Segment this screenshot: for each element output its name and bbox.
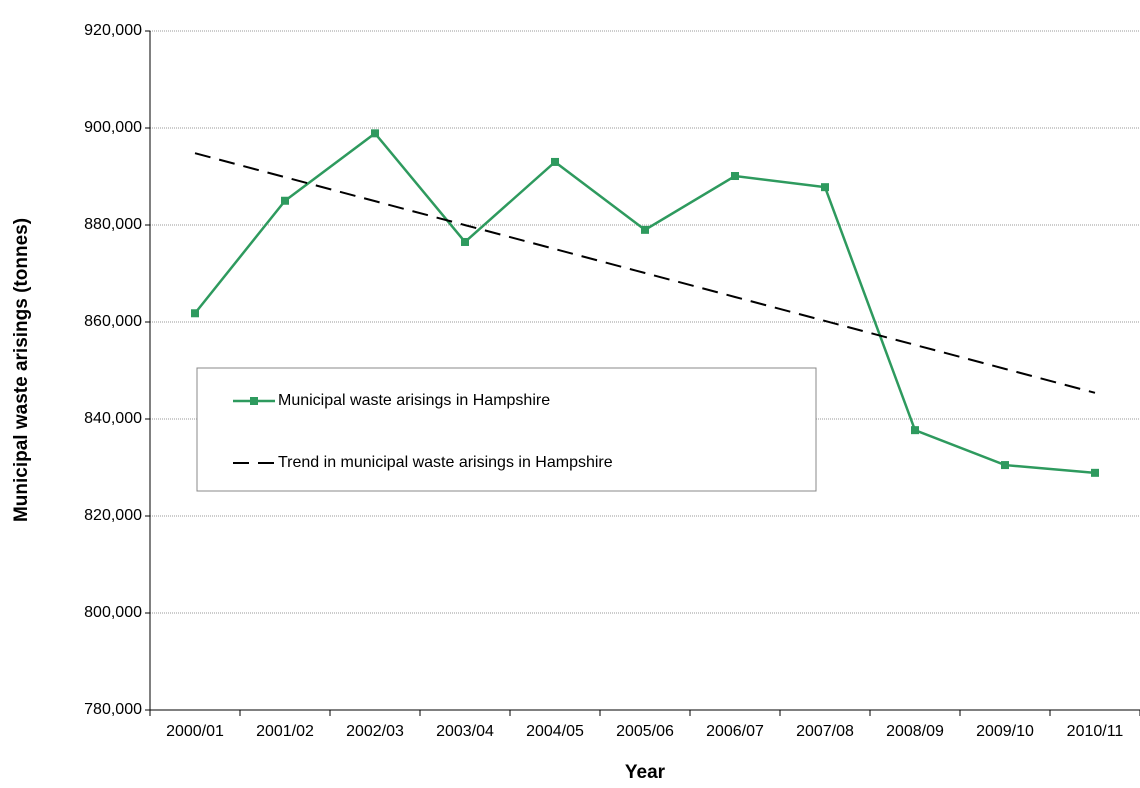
point [1091, 468, 1099, 477]
x-tick-label: 2010/11 [1067, 723, 1124, 740]
y-tick-label: 800,000 [84, 604, 142, 621]
x-tick-label: 2002/03 [346, 723, 404, 740]
point [911, 426, 919, 435]
x-tick-label: 2001/02 [256, 723, 314, 740]
y-tick-label: 880,000 [84, 216, 142, 233]
point [371, 129, 379, 138]
x-tick-label: 2009/10 [976, 723, 1034, 740]
x-tick-label: 2008/09 [886, 723, 944, 740]
point [191, 309, 199, 318]
y-tick-label: 860,000 [84, 313, 142, 330]
y-tick-label: 780,000 [84, 701, 142, 718]
x-tick-label: 2005/06 [616, 723, 674, 740]
x-axis-title: Year [625, 762, 666, 783]
legend-box [196, 367, 817, 492]
point [641, 225, 649, 234]
x-tick-label: 2004/05 [526, 723, 584, 740]
y-tick-label: 820,000 [84, 507, 142, 524]
legend-label: Municipal waste arisings in Hampshire [278, 392, 550, 409]
x-tick-label: 2003/04 [436, 723, 494, 740]
legend-label: Trend in municipal waste arisings in Ham… [278, 454, 613, 471]
y-tick-label: 920,000 [84, 22, 142, 39]
point [1001, 461, 1009, 470]
point [731, 172, 739, 181]
y-tick-label: 900,000 [84, 119, 142, 136]
legend-marker [250, 397, 258, 405]
point [461, 237, 469, 246]
point [551, 157, 559, 166]
trend-line [194, 152, 1096, 394]
point [281, 196, 289, 205]
y-axis-title: Municipal waste arisings (tonnes) [11, 218, 32, 522]
x-tick-label: 2000/01 [166, 723, 224, 740]
x-tick-label: 2007/08 [796, 723, 854, 740]
point [821, 183, 829, 192]
x-tick-label: 2006/07 [706, 723, 764, 740]
y-tick-label: 840,000 [84, 410, 142, 427]
